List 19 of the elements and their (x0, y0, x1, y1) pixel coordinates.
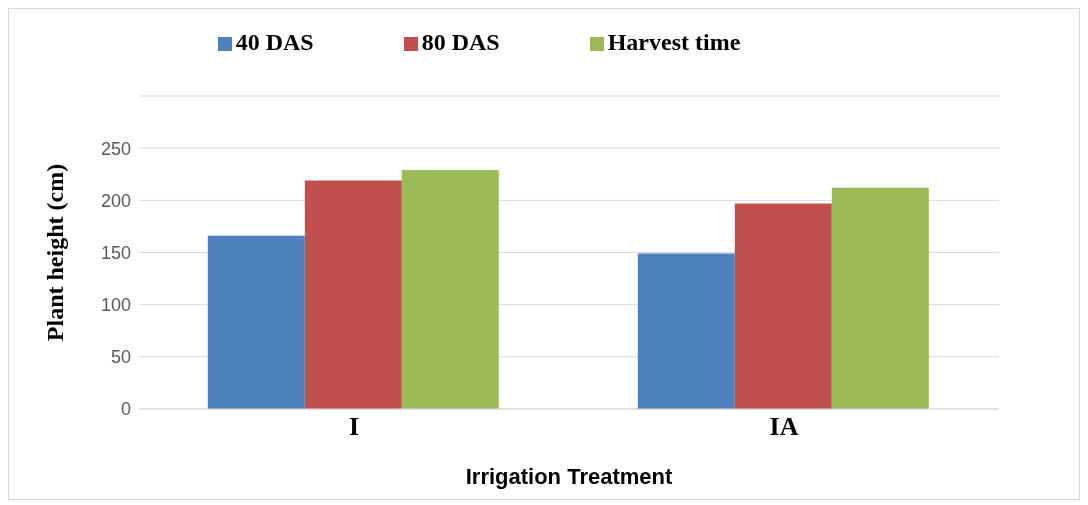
x-tick-label: I (348, 412, 360, 442)
y-axis-title: Plant height (cm) (41, 163, 68, 342)
bar (734, 203, 832, 409)
bar (304, 180, 402, 409)
legend-label: 80 DAS (421, 29, 500, 55)
y-tick-label: 100 (100, 295, 131, 316)
bar (207, 235, 305, 409)
y-tick-label: 250 (100, 138, 131, 159)
legend-label: 40 DAS (235, 29, 314, 55)
y-tick-label: 50 (110, 347, 131, 368)
x-tick-label: IA (769, 412, 799, 442)
bar (831, 187, 929, 409)
bar (637, 253, 735, 409)
x-axis-title: Irrigation Treatment (465, 464, 673, 489)
y-tick-label: 150 (100, 242, 131, 263)
y-tick-label: 0 (120, 399, 131, 420)
y-tick-label: 200 (100, 190, 131, 211)
bar (401, 170, 499, 409)
legend-label: Harvest time (607, 29, 741, 55)
